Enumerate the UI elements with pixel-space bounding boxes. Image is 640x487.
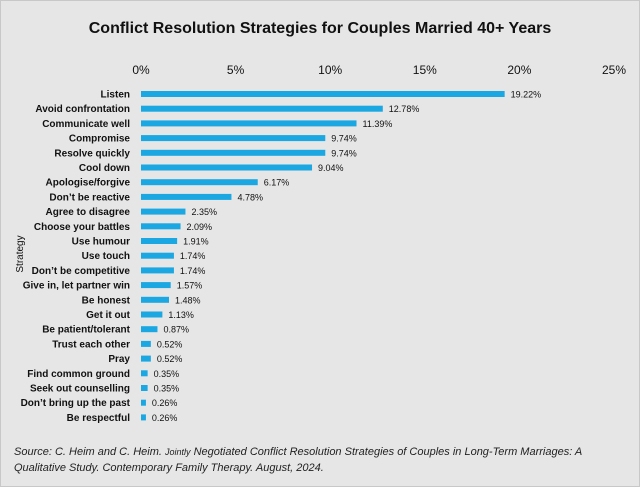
x-tick-label: 15%	[413, 63, 437, 77]
category-label: Communicate well	[42, 119, 130, 130]
category-label: Listen	[101, 90, 130, 101]
bar	[141, 238, 178, 244]
category-label: Seek out counselling	[30, 384, 130, 395]
bar	[141, 370, 148, 377]
category-label: Use humour	[72, 237, 130, 248]
data-label: 0.26%	[152, 398, 178, 408]
data-label: 6.17%	[264, 178, 290, 188]
category-label: Don’t bring up the past	[21, 398, 131, 409]
data-label: 1.48%	[175, 295, 201, 305]
category-label: Pray	[108, 354, 130, 365]
data-label: 9.04%	[318, 163, 344, 173]
bar	[141, 340, 151, 347]
bar	[141, 105, 383, 112]
bar	[141, 208, 186, 215]
data-label: 0.52%	[157, 354, 183, 364]
category-label: Don’t be competitive	[32, 266, 131, 277]
bar	[141, 135, 326, 142]
bar	[141, 355, 151, 362]
category-label: Cool down	[79, 163, 130, 174]
data-label: 2.09%	[187, 222, 213, 232]
data-label: 11.39%	[362, 119, 392, 129]
data-label: 0.87%	[163, 325, 189, 335]
bar	[141, 179, 258, 186]
bar	[141, 252, 174, 259]
data-label: 0.35%	[154, 384, 180, 394]
bar	[141, 385, 148, 391]
category-label: Be honest	[82, 295, 131, 306]
bar	[141, 399, 146, 406]
data-label: 2.35%	[191, 207, 217, 217]
bar	[141, 91, 505, 97]
x-tick-label: 0%	[132, 63, 150, 77]
category-label: Find common ground	[27, 369, 130, 380]
bar	[141, 326, 158, 333]
x-tick-label: 5%	[227, 63, 245, 77]
data-label: 1.57%	[177, 281, 203, 291]
data-label: 0.35%	[154, 369, 180, 379]
bar-chart: 0% 5% 10% 15% 20% 25% Listen 19.22% Avoid confro…	[21, 63, 627, 424]
bar	[141, 267, 174, 274]
bar	[141, 193, 232, 200]
category-label: Get it out	[86, 310, 131, 321]
category-label: Compromise	[69, 134, 131, 145]
source-note: Source: C. Heim and C. Heim. Jointly Neg…	[14, 444, 614, 476]
source-prefix: Source: C. Heim and C. Heim.	[14, 446, 162, 458]
category-label: Agree to disagree	[46, 207, 131, 218]
data-label: 0.26%	[152, 413, 178, 423]
category-label: Resolve quickly	[54, 148, 130, 159]
bar	[141, 164, 313, 171]
x-tick-label: 20%	[507, 63, 531, 77]
data-label: 1.74%	[180, 266, 206, 276]
data-label: 4.78%	[237, 192, 263, 202]
category-label: Avoid confrontation	[35, 104, 130, 115]
category-label: Be respectful	[67, 413, 131, 424]
bar	[141, 414, 146, 421]
category-label: Give in, let partner win	[23, 281, 130, 292]
bar	[141, 296, 170, 303]
category-label: Use touch	[82, 251, 130, 262]
data-label: 0.52%	[157, 339, 183, 349]
bar	[141, 311, 163, 318]
bar	[141, 223, 181, 230]
data-label: 1.74%	[180, 251, 206, 261]
bar	[141, 149, 326, 156]
x-tick-label: 10%	[318, 63, 342, 77]
bar	[141, 282, 171, 289]
x-tick-label: 25%	[602, 63, 626, 77]
category-label: Be patient/tolerant	[42, 325, 130, 336]
data-label: 19.22%	[511, 90, 542, 100]
data-label: 9.74%	[331, 148, 357, 158]
source-rest: Negotiated Conflict Resolution Strategie…	[14, 446, 582, 474]
chart-title: Conflict Resolution Strategies for Coupl…	[88, 20, 552, 37]
data-label: 1.13%	[168, 310, 194, 320]
category-label: Don’t be reactive	[49, 192, 130, 203]
source-small-word: Jointly	[165, 447, 191, 457]
data-label: 9.74%	[331, 134, 357, 144]
data-label: 12.78%	[389, 104, 420, 114]
category-label: Choose your battles	[34, 222, 131, 233]
category-label: Apologise/forgive	[46, 178, 131, 189]
data-label: 1.91%	[183, 237, 209, 247]
category-label: Trust each other	[52, 339, 130, 350]
bar	[141, 120, 357, 127]
